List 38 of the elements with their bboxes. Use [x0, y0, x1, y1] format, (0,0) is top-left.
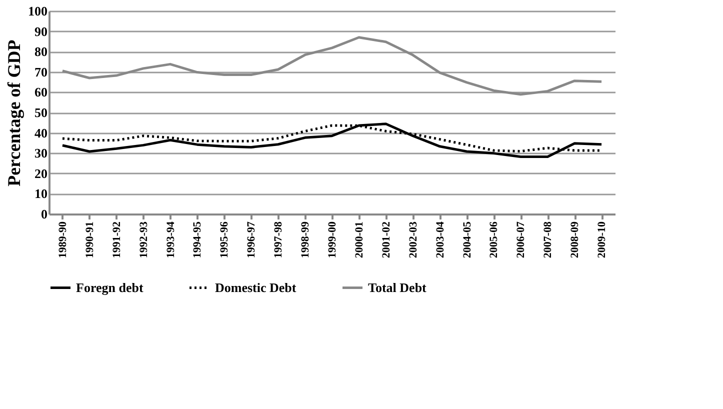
x-tick-label: 1990-91: [84, 222, 96, 258]
x-tick-label: 1999-00: [326, 221, 338, 258]
legend-label: Total Debt: [368, 280, 428, 295]
x-tick-label: 2000-01: [353, 222, 366, 258]
x-tick-label: 1998-99: [300, 221, 312, 258]
x-tick-label: 2006-07: [515, 221, 528, 258]
y-tick-label: 0: [41, 206, 48, 222]
y-tick-label: 100: [28, 4, 48, 18]
y-tick-label: 30: [34, 146, 48, 161]
x-tick-label: 1994-95: [192, 221, 204, 258]
x-tick-label: 2008-09: [569, 221, 582, 258]
y-axis-title: Percentage of GDP: [4, 40, 24, 186]
x-tick-label: 1991-92: [110, 221, 123, 258]
x-tick-label: 1993-94: [164, 221, 177, 258]
y-tick-label: 80: [34, 44, 48, 60]
y-tick-label: 50: [34, 105, 48, 120]
x-tick-label: 2007-08: [542, 221, 554, 258]
y-tick-label: 90: [34, 24, 48, 39]
x-tick-label: 2001-02: [380, 221, 392, 258]
x-tick-label: 2003-04: [434, 221, 446, 258]
x-tick-label: 1997-98: [272, 221, 285, 258]
y-tick-label: 70: [34, 64, 48, 80]
x-tick-label: 1996-97: [246, 221, 258, 258]
line-series: [61, 122, 603, 158]
x-tick-label: 1992-93: [138, 221, 150, 258]
y-tick-label: 10: [34, 186, 48, 202]
legend-label: Foregn debt: [76, 280, 144, 295]
x-tick-label: 2005-06: [488, 221, 500, 258]
legend-label: Domestic Debt: [215, 280, 297, 295]
y-tick-label: 20: [34, 166, 48, 181]
y-tick-label: 40: [34, 125, 48, 140]
line-series: [61, 36, 603, 96]
x-tick-label: 2009-10: [596, 221, 608, 258]
x-tick-label: 1989-90: [56, 221, 69, 258]
x-tick-label: 2002-03: [407, 221, 420, 258]
x-tick-label: 1995-96: [218, 221, 231, 258]
y-tick-label: 60: [34, 84, 48, 100]
x-tick-label: 2004-05: [461, 221, 474, 258]
